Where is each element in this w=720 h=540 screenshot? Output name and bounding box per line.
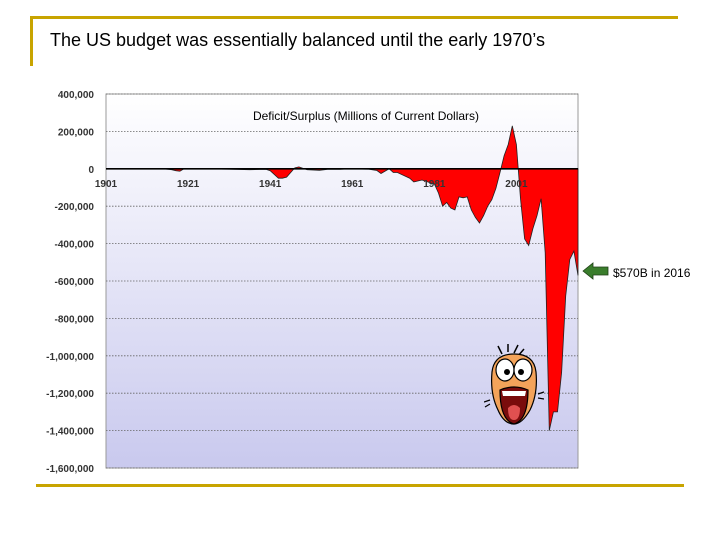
y-tick-label: 400,000 <box>58 90 95 101</box>
x-tick-label: 1921 <box>177 179 200 190</box>
annotation-label: $570B in 2016 <box>613 266 691 280</box>
y-tick-label: -1,600,000 <box>46 464 94 475</box>
y-tick-label: -400,000 <box>55 240 95 251</box>
y-tick-labels: 400,000 200,000 0 -200,000 -400,000 -600,000 -… <box>46 90 94 475</box>
slide-frame-left-rule <box>30 16 33 66</box>
x-tick-label: 1941 <box>259 179 282 190</box>
x-tick-label: 2001 <box>505 179 528 190</box>
arrow-left-icon <box>582 262 609 280</box>
deficit-surplus-area <box>106 125 579 431</box>
x-tick-label: 1981 <box>423 179 446 190</box>
y-tick-label: -200,000 <box>55 202 95 213</box>
y-tick-label: -1,400,000 <box>46 427 94 438</box>
x-tick-labels: 1901 1921 1941 1961 1981 2001 <box>95 179 528 190</box>
slide-frame-top-rule <box>30 16 678 19</box>
y-tick-label: -1,200,000 <box>46 389 94 400</box>
annotation-arrow-icon <box>582 262 609 280</box>
slide-frame-bottom-rule <box>36 484 684 487</box>
slide-title: The US budget was essentially balanced u… <box>50 30 545 50</box>
y-tick-label: -800,000 <box>55 314 95 325</box>
y-tick-label: 0 <box>88 165 94 176</box>
x-tick-label: 1901 <box>95 179 118 190</box>
y-tick-label: -600,000 <box>55 277 95 288</box>
gridlines <box>106 93 578 469</box>
y-tick-label: -1,000,000 <box>46 352 94 363</box>
chart-title: Deficit/Surplus (Millions of Current Dol… <box>253 109 479 123</box>
x-tick-label: 1961 <box>341 179 364 190</box>
y-tick-label: 200,000 <box>58 127 95 138</box>
screaming-cartoon-face-icon <box>484 344 544 425</box>
